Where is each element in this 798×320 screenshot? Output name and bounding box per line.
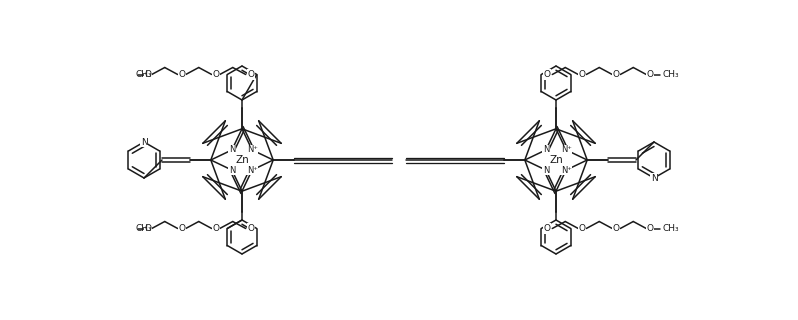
Text: CH₃: CH₃ (136, 224, 152, 233)
Text: O: O (543, 70, 551, 79)
Text: N: N (229, 165, 235, 175)
Text: CH₃: CH₃ (662, 224, 679, 233)
Text: CH₃: CH₃ (136, 70, 152, 79)
Text: N: N (229, 145, 235, 155)
Text: O: O (613, 224, 620, 233)
Text: O: O (247, 70, 255, 79)
Text: N: N (140, 138, 148, 147)
Text: O: O (646, 70, 654, 79)
Text: N: N (543, 145, 549, 155)
Text: N: N (543, 165, 549, 175)
Text: O: O (613, 70, 620, 79)
Text: Zn: Zn (549, 155, 563, 165)
Text: O: O (212, 224, 219, 233)
Text: N: N (650, 173, 658, 182)
Text: O: O (579, 224, 586, 233)
Text: O: O (247, 224, 255, 233)
Text: Zn: Zn (235, 155, 249, 165)
Text: O: O (178, 70, 185, 79)
Text: O: O (646, 224, 654, 233)
Text: O: O (144, 224, 152, 233)
Text: N⁺: N⁺ (247, 165, 258, 175)
Text: O: O (543, 224, 551, 233)
Text: O: O (212, 70, 219, 79)
Text: N⁺: N⁺ (561, 145, 571, 155)
Text: N⁺: N⁺ (561, 165, 571, 175)
Text: N⁺: N⁺ (247, 145, 258, 155)
Text: O: O (144, 70, 152, 79)
Text: O: O (579, 70, 586, 79)
Text: CH₃: CH₃ (662, 70, 679, 79)
Text: O: O (178, 224, 185, 233)
